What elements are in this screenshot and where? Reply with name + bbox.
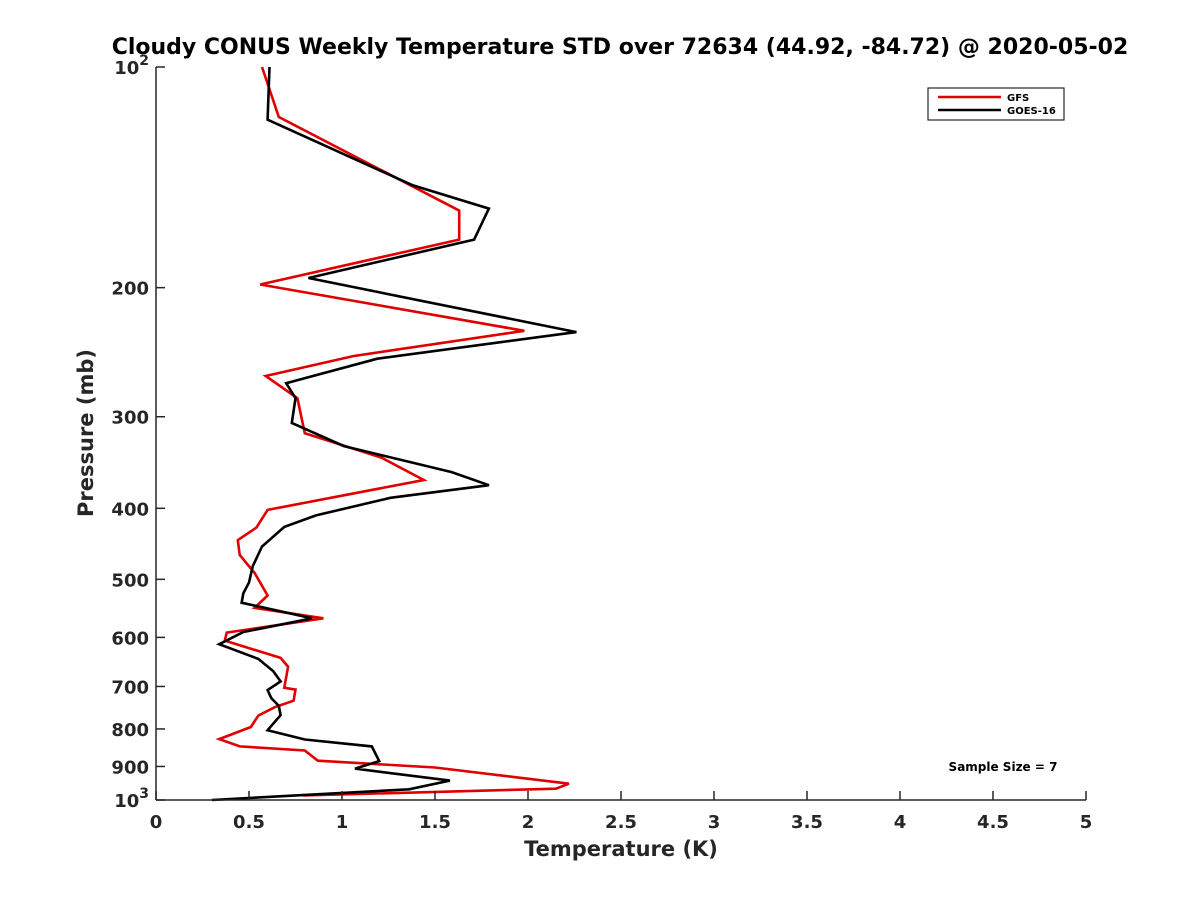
x-tick-label: 4.5 [977, 812, 1009, 833]
x-tick-label: 3 [708, 812, 721, 833]
x-tick-label: 1.5 [419, 812, 451, 833]
legend: GFS GOES-16 [927, 87, 1065, 121]
y-tick-label: 900 [111, 757, 149, 778]
x-tick-label: 5 [1080, 812, 1093, 833]
y-tick-label: 200 [111, 279, 149, 300]
series-layer [211, 66, 577, 802]
x-tick-label: 3.5 [791, 812, 823, 833]
y-tick-label: 400 [111, 499, 149, 520]
legend-box [927, 87, 1065, 121]
series-line-goes16 [211, 66, 577, 802]
y-axis-label: Pressure (mb) [74, 349, 98, 517]
x-axis-ticks: 0 0.5 1 1.5 2 2.5 3 3.5 4 4.5 5 [150, 791, 1093, 833]
x-tick-label: 0.5 [233, 812, 265, 833]
x-tick-label: 2.5 [605, 812, 637, 833]
y-tick-label: 600 [111, 628, 149, 649]
legend-label-gfs: GFS [1007, 93, 1029, 104]
x-tick-label: 1 [336, 812, 349, 833]
series-line-gfs [215, 66, 570, 797]
sample-size-annotation: Sample Size = 7 [949, 760, 1058, 774]
y-tick-label: 300 [111, 408, 149, 429]
y-tick-label: 103 [114, 786, 149, 812]
y-tick-label: 800 [111, 720, 149, 741]
y-tick-label: 102 [114, 53, 149, 79]
y-tick-label: 500 [111, 570, 149, 591]
chart-title: Cloudy CONUS Weekly Temperature STD over… [112, 35, 1129, 60]
y-tick-label: 700 [111, 677, 149, 698]
x-tick-label: 2 [522, 812, 535, 833]
y-axis-ticks: 102 200 300 400 500 600 700 800 900 103 [111, 53, 165, 812]
x-tick-label: 0 [150, 812, 163, 833]
x-tick-label: 4 [894, 812, 907, 833]
x-axis-label: Temperature (K) [524, 837, 718, 861]
legend-label-goes16: GOES-16 [1007, 106, 1056, 117]
